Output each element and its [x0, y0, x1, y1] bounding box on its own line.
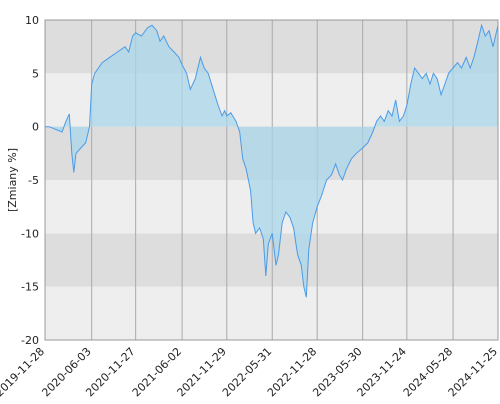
- line: [45, 23, 499, 298]
- y-tick-label: -5: [28, 174, 39, 187]
- grid-band: [45, 286, 498, 340]
- y-tick-label: 0: [32, 121, 39, 134]
- y-axis-label: [Zmiany %]: [6, 148, 19, 212]
- area: [45, 25, 498, 298]
- y-tick-label: -10: [21, 227, 39, 240]
- y-tick-label: 5: [32, 67, 39, 80]
- y-tick-label: 10: [25, 14, 39, 27]
- grid-band: [45, 233, 498, 287]
- plot-border: [44, 19, 499, 341]
- y-tick-label: -15: [21, 281, 39, 294]
- y-tick-label: -20: [21, 334, 39, 347]
